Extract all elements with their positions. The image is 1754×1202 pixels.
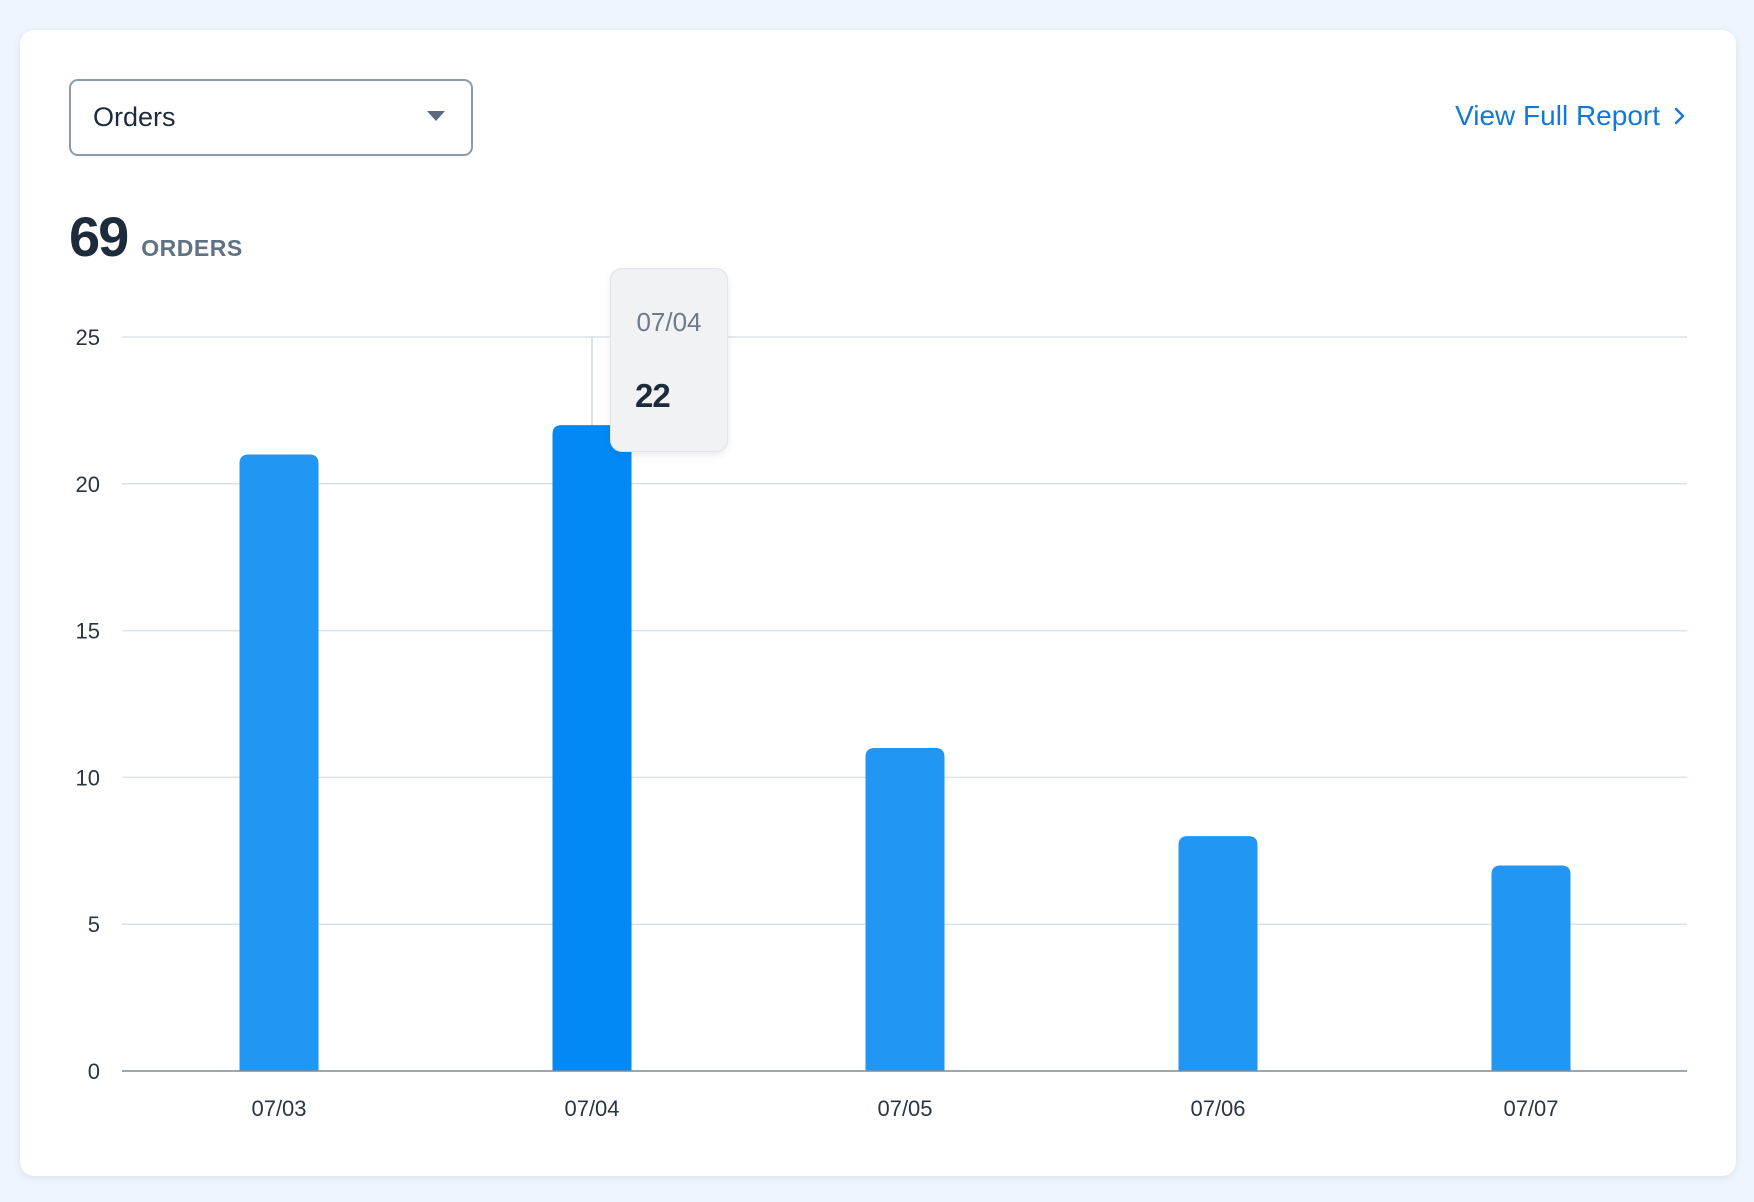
x-tick-label: 07/04 xyxy=(564,1096,619,1121)
x-tick-labels: 07/03 07/04 07/05 07/06 07/07 xyxy=(251,1096,1558,1121)
tooltip-date: 07/04 xyxy=(636,307,702,337)
x-tick-label: 07/07 xyxy=(1503,1096,1558,1121)
y-tick-label: 0 xyxy=(88,1059,100,1084)
metric-select[interactable]: Orders xyxy=(69,79,473,156)
bar xyxy=(239,454,319,1071)
y-tick-label: 5 xyxy=(88,912,100,937)
y-tick-label: 10 xyxy=(76,765,100,790)
orders-total: 69 ORDERS xyxy=(69,204,243,269)
bar xyxy=(865,748,945,1071)
y-tick-label: 15 xyxy=(76,619,100,644)
metric-select-value: Orders xyxy=(93,102,176,132)
chevron-right-icon xyxy=(1674,107,1685,125)
bar-tooltip: 07/04 22 xyxy=(610,268,728,452)
y-tick-labels: 0 5 10 15 20 25 xyxy=(76,325,100,1084)
bar xyxy=(552,425,632,1072)
y-tick-label: 25 xyxy=(76,325,100,350)
bar xyxy=(1491,865,1571,1071)
bars xyxy=(239,425,1571,1072)
caret-down-icon xyxy=(427,111,445,121)
bar xyxy=(1178,836,1258,1071)
total-value: 69 xyxy=(69,205,129,268)
x-tick-label: 07/05 xyxy=(877,1096,932,1121)
x-tick-label: 07/06 xyxy=(1190,1096,1245,1121)
view-full-report-label: View Full Report xyxy=(1455,100,1660,131)
view-full-report-link[interactable]: View Full Report xyxy=(1455,100,1688,132)
x-tick-label: 07/03 xyxy=(251,1096,306,1121)
total-unit: ORDERS xyxy=(141,235,243,261)
tooltip-value: 22 xyxy=(635,377,671,414)
y-tick-label: 20 xyxy=(76,472,100,497)
